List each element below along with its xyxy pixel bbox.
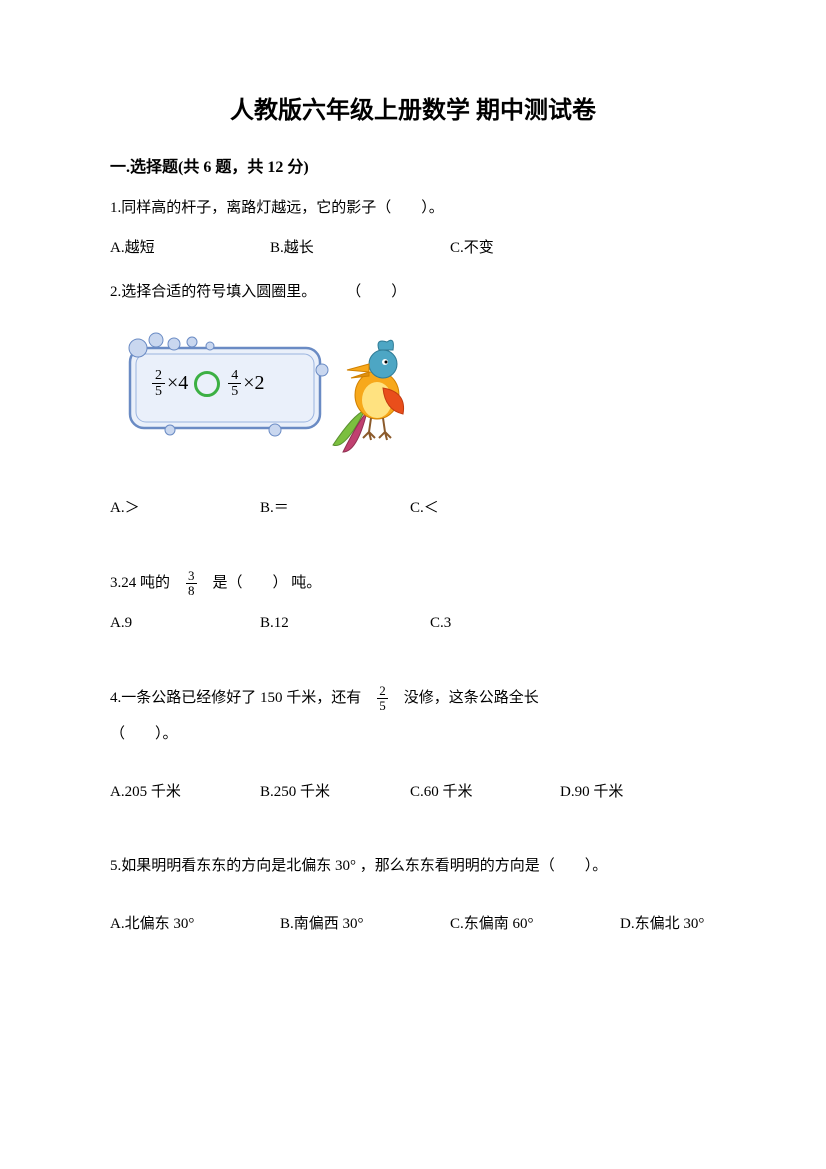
section-header: 一.选择题(共 6 题，共 12 分) [110, 153, 716, 177]
q3-text: 3.24 吨的 3 8 是（ ） 吨。 [110, 569, 716, 597]
q2-expression: 2 5 ×4 4 5 ×2 [150, 368, 265, 400]
q5-text: 5.如果明明看东东的方向是北偏东 30° ，那么东东看明明的方向是（ ）。 [110, 853, 716, 880]
q2-c: C.＜ [410, 496, 439, 517]
q1-text: 1.同样高的杆子，离路灯越远，它的影子（ ）。 [110, 195, 716, 222]
mult2: ×2 [243, 372, 264, 395]
q1-a: A.越短 [110, 236, 270, 257]
page-title: 人教版六年级上册数学 期中测试卷 [110, 90, 716, 125]
circle-placeholder-icon [194, 371, 220, 397]
q3-a: A.9 [110, 615, 260, 632]
q2-image: 2 5 ×4 4 5 ×2 [110, 320, 430, 460]
frac-den: 5 [377, 699, 388, 713]
frac-den: 8 [186, 584, 197, 598]
q3-b: B.12 [260, 615, 430, 632]
q1-c: C.不变 [450, 236, 494, 257]
q4-options: A.205 千米 B.250 千米 C.60 千米 D.90 千米 [110, 780, 716, 801]
q3-options: A.9 B.12 C.3 [110, 615, 716, 632]
frac-den: 5 [152, 384, 165, 399]
q4-d: D.90 千米 [560, 780, 623, 801]
q4-a: A.205 千米 [110, 780, 260, 801]
q5-a: A.北偏东 30° [110, 912, 280, 933]
q5-options: A.北偏东 30° B.南偏西 30° C.东偏南 60° D.东偏北 30° [110, 912, 716, 933]
frac-num: 2 [152, 368, 165, 384]
q4-c: C.60 千米 [410, 780, 560, 801]
q4-pre: 4.一条公路已经修好了 150 千米，还有 [110, 685, 361, 712]
frac-den: 5 [228, 384, 241, 399]
q2-options: A.＞ B.＝ C.＜ [110, 496, 716, 517]
mult1: ×4 [167, 372, 188, 395]
q5-b: B.南偏西 30° [280, 912, 450, 933]
q5-c: C.东偏南 60° [450, 912, 620, 933]
bird-icon [333, 340, 404, 452]
q5-d: D.东偏北 30° [620, 912, 704, 933]
q3-post: 是（ ） 吨。 [213, 570, 322, 597]
q4-b: B.250 千米 [260, 780, 410, 801]
q4-text: 4.一条公路已经修好了 150 千米，还有 2 5 没修，这条公路全长 [110, 684, 716, 712]
q2-a: A.＞ [110, 496, 260, 517]
frac-num: 3 [186, 569, 197, 584]
q3-pre: 3.24 吨的 [110, 570, 170, 597]
q1-b: B.越长 [270, 236, 450, 257]
frac-num: 2 [377, 684, 388, 699]
q2-b: B.＝ [260, 496, 410, 517]
q1-options: A.越短 B.越长 C.不变 [110, 236, 716, 257]
q3-c: C.3 [430, 615, 451, 632]
frac-num: 4 [228, 368, 241, 384]
q4-paren: （ ）。 [110, 721, 716, 748]
q2-text: 2.选择合适的符号填入圆圈里。 （ ） [110, 279, 716, 306]
q4-post: 没修，这条公路全长 [404, 685, 539, 712]
